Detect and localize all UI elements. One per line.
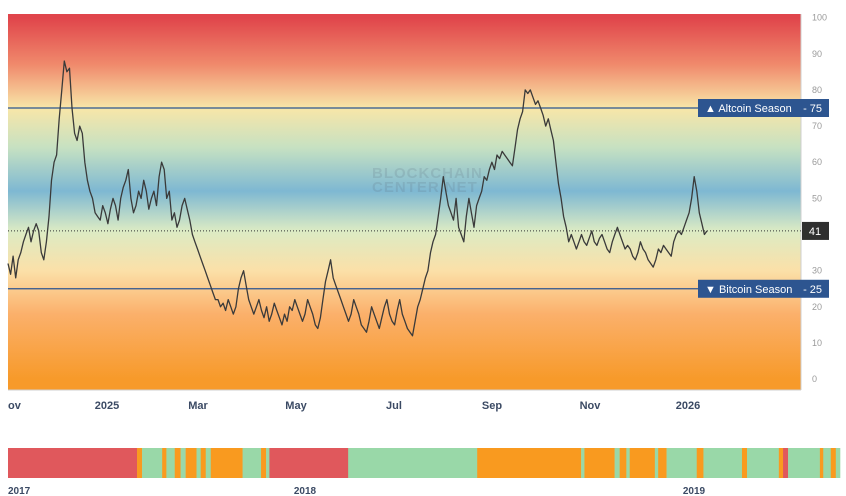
- x-tick-label: Nov: [580, 400, 602, 412]
- threshold-badge: ▼ Bitcoin Season 25-: [698, 279, 829, 298]
- y-axis-ticks: 0102030405060708090100: [812, 13, 827, 385]
- threshold-badge-value: 75: [810, 103, 822, 115]
- watermark: BLOCKCHAIN CENTER.NET: [372, 165, 483, 196]
- season-segment-bitcoin: [162, 448, 167, 478]
- season-segment-altcoin: [783, 448, 789, 478]
- season-segment-bitcoin: [778, 448, 784, 478]
- current-value-label: 41: [809, 226, 821, 238]
- threshold-badge-separator: -: [803, 284, 807, 296]
- season-segment-neutral: [242, 448, 262, 478]
- season-history-segments: [8, 448, 841, 478]
- y-tick-label: 10: [812, 338, 822, 348]
- x-tick-label: ov: [8, 400, 22, 412]
- season-segment-neutral: [166, 448, 176, 478]
- season-segment-neutral: [142, 448, 163, 478]
- season-segment-neutral: [703, 448, 743, 478]
- season-segment-bitcoin: [185, 448, 197, 478]
- season-segment-neutral: [666, 448, 698, 478]
- season-segment-bitcoin: [261, 448, 267, 478]
- altcoin-season-index-chart: BLOCKCHAIN CENTER.NET 010203040506070809…: [7, 13, 829, 412]
- value-badges: ▲ Altcoin Season 75-▼ Bitcoin Season 25-41: [698, 99, 829, 298]
- threshold-badge-bg: [698, 99, 829, 117]
- x-tick-label: Sep: [482, 400, 502, 412]
- index-series-line: [7, 60, 708, 337]
- season-history-tick-label: 2019: [683, 486, 706, 496]
- season-segment-neutral: [196, 448, 202, 478]
- y-tick-label: 50: [812, 193, 822, 203]
- season-segment-bitcoin: [658, 448, 667, 478]
- season-segment-neutral: [747, 448, 780, 478]
- season-segment-bitcoin: [584, 448, 615, 478]
- x-axis-ticks: ov 2025 Mar May Jul Sep Nov 2026: [8, 400, 700, 412]
- season-segment-bitcoin: [619, 448, 627, 478]
- season-segment-bitcoin: [741, 448, 748, 478]
- watermark-line-2: CENTER.NET: [372, 179, 478, 196]
- season-segment-bitcoin: [174, 448, 181, 478]
- x-tick-label: 2026: [676, 400, 700, 412]
- season-segment-bitcoin: [200, 448, 207, 478]
- season-segment-bitcoin: [629, 448, 656, 478]
- y-tick-label: 80: [812, 85, 822, 95]
- y-tick-label: 0: [812, 374, 817, 384]
- y-tick-label: 100: [812, 13, 827, 23]
- season-segment-altcoin: [8, 448, 138, 478]
- season-segment-neutral: [581, 448, 585, 478]
- x-tick-label: Mar: [188, 400, 208, 412]
- season-segment-neutral: [654, 448, 659, 478]
- x-tick-label: May: [285, 400, 307, 412]
- x-tick-label: Jul: [386, 400, 402, 412]
- season-history-tick-label: 2017: [8, 486, 31, 496]
- season-segment-neutral: [266, 448, 270, 478]
- season-history-tick-label: 2018: [294, 486, 317, 496]
- season-segment-bitcoin: [830, 448, 837, 478]
- season-segment-bitcoin: [696, 448, 704, 478]
- season-segment-neutral: [626, 448, 630, 478]
- threshold-badge: ▲ Altcoin Season 75-: [698, 99, 829, 117]
- threshold-badge-value: 25: [810, 284, 822, 296]
- y-tick-label: 70: [812, 121, 822, 131]
- y-tick-label: 60: [812, 157, 822, 167]
- season-segment-bitcoin: [137, 448, 143, 478]
- season-segment-neutral: [180, 448, 186, 478]
- season-segment-neutral: [788, 448, 821, 478]
- watermark-line-1: BLOCKCHAIN: [372, 165, 483, 182]
- y-tick-label: 90: [812, 49, 822, 59]
- season-segment-neutral: [823, 448, 832, 478]
- season-segment-neutral: [835, 448, 841, 478]
- season-segment-bitcoin: [819, 448, 824, 478]
- current-value-badge-bg: [802, 221, 829, 240]
- season-segment-bitcoin: [210, 448, 243, 478]
- current-value-badge: 41: [802, 221, 829, 240]
- season-history-strip: 2017 2018 2019: [8, 448, 841, 496]
- plot-background: [8, 14, 801, 390]
- season-segment-neutral: [205, 448, 212, 478]
- season-segment-bitcoin: [477, 448, 582, 478]
- x-tick-label: 2025: [95, 400, 119, 412]
- y-tick-label: 20: [812, 302, 822, 312]
- threshold-badge-bg: [698, 279, 829, 298]
- threshold-badge-label: ▲ Altcoin Season: [705, 103, 792, 115]
- threshold-badge-separator: -: [803, 103, 807, 115]
- threshold-badge-label: ▼ Bitcoin Season: [705, 284, 792, 296]
- season-segment-neutral: [614, 448, 620, 478]
- threshold-lines: [8, 107, 801, 290]
- y-tick-label: 30: [812, 266, 822, 276]
- season-segment-neutral: [348, 448, 478, 478]
- season-segment-altcoin: [269, 448, 349, 478]
- season-history-ticks: 2017 2018 2019: [8, 486, 706, 496]
